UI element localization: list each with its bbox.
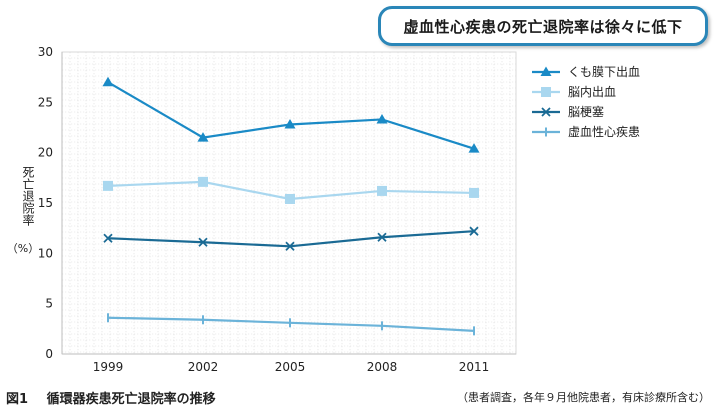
series-2: [103, 176, 479, 204]
headline-callout: 虚血性心疾患の死亡退院率は徐々に低下: [378, 6, 708, 46]
x-marker-stroke: [469, 226, 479, 236]
y-tick-label: 15: [38, 196, 53, 210]
legend-marker: [540, 66, 552, 76]
headline-text: 虚血性心疾患の死亡退院率は徐々に低下: [403, 17, 683, 36]
y-tick-label: 0: [45, 347, 53, 361]
y-tick-label: 30: [38, 45, 53, 59]
figure-number: 図1: [6, 392, 29, 407]
data-point: [197, 132, 209, 142]
x-marker-stroke: [377, 232, 387, 242]
x-marker-stroke: [285, 241, 295, 251]
x-marker-stroke: [198, 237, 208, 247]
data-point: [377, 232, 387, 242]
legend-marker: [541, 87, 551, 97]
legend-label: くも膜下出血: [568, 65, 640, 79]
series-1: [102, 76, 480, 153]
legend-item: 脳内出血: [532, 85, 616, 99]
data-point: [103, 180, 113, 191]
x-tick-label: 2008: [367, 360, 398, 374]
data-point: [284, 118, 296, 129]
data-point: [469, 187, 479, 198]
figure-caption: 図1 循環器疾患死亡退院率の推移: [6, 388, 216, 407]
y-tick-label: 5: [45, 297, 53, 311]
x-tick-label: 2011: [459, 360, 490, 374]
x-tick-label: 2002: [188, 360, 219, 374]
y-tick-label: 25: [38, 95, 53, 109]
figure-title: 循環器疾患死亡退院率の推移: [46, 392, 216, 407]
x-tick-label: 2005: [275, 360, 306, 374]
x-marker-stroke: [541, 107, 551, 117]
data-point: [469, 226, 479, 236]
legend-marker: [541, 107, 551, 117]
legend-item: 脳梗塞: [532, 104, 604, 119]
data-point: [377, 185, 387, 196]
data-point: [198, 176, 208, 187]
data-point: [285, 241, 295, 251]
y-tick-label: 20: [38, 146, 53, 160]
legend-item: くも膜下出血: [532, 65, 640, 79]
legend-label: 虚血性心疾患: [568, 124, 640, 139]
source-note: （患者調査，各年９月他院患者，有床診療所含む）: [457, 391, 710, 404]
data-point: [103, 233, 113, 243]
series-3: [103, 226, 479, 251]
x-marker-stroke: [103, 233, 113, 243]
y-axis-label: 死亡退院率: [21, 166, 35, 226]
series-4: [107, 313, 475, 336]
data-point: [468, 143, 480, 153]
legend-label: 脳内出血: [568, 85, 616, 99]
y-axis-unit: （%）: [6, 242, 40, 255]
x-tick-label: 1999: [93, 360, 124, 374]
legend-item: 虚血性心疾患: [532, 124, 640, 139]
data-point: [198, 237, 208, 247]
data-point: [376, 113, 388, 124]
y-tick-label: 10: [38, 246, 53, 260]
data-point: [285, 193, 295, 204]
legend-label: 脳梗塞: [568, 104, 604, 119]
data-point: [102, 76, 114, 87]
